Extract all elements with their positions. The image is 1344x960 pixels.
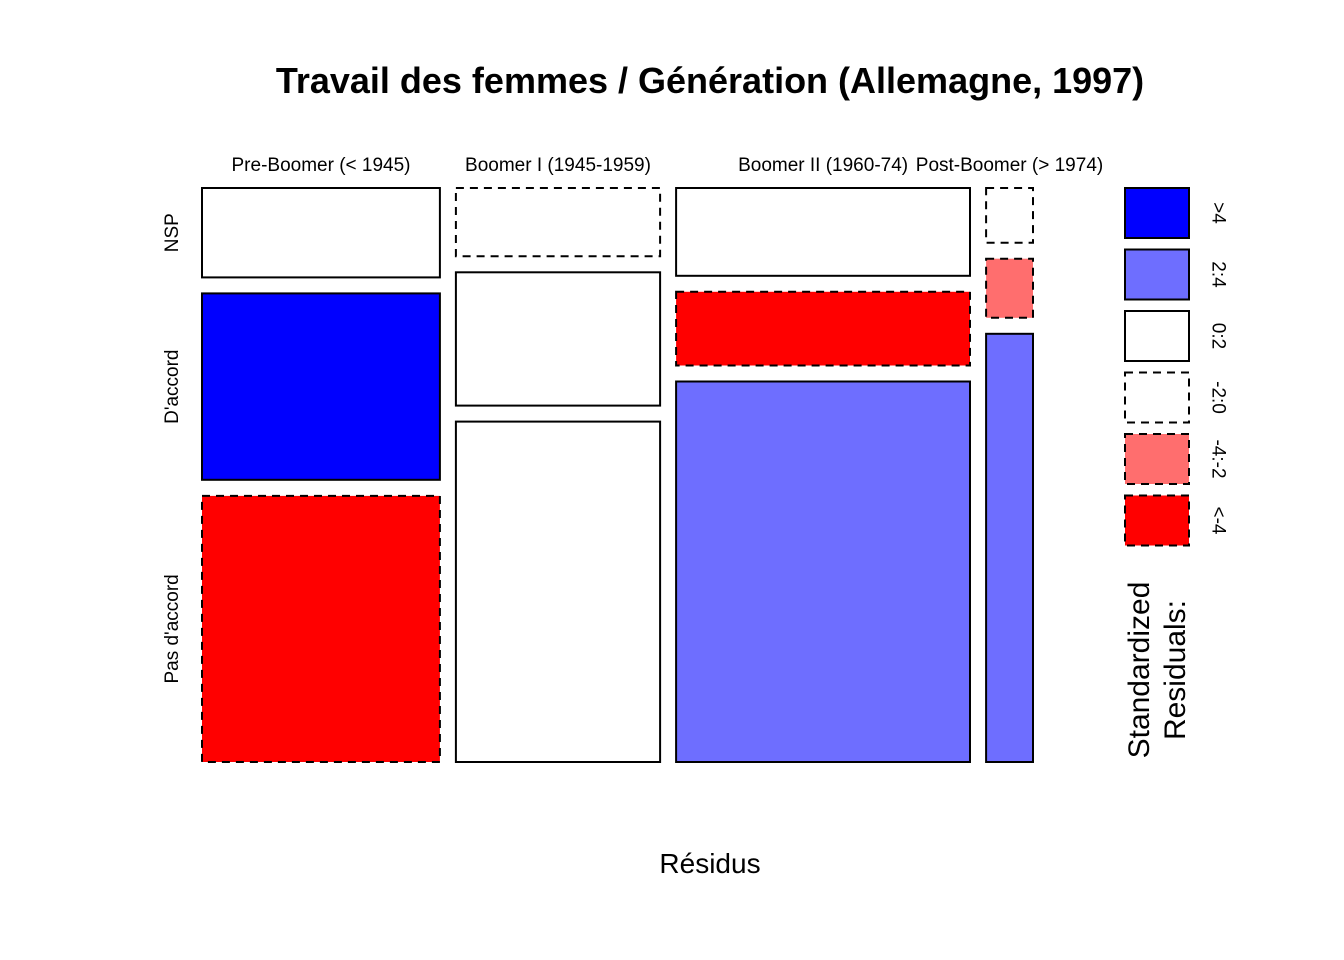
x-axis-label: Résidus xyxy=(659,848,760,879)
mosaic-cell-boomer-ii-1960-74-nsp xyxy=(675,187,971,277)
legend-swatch-2-0 xyxy=(1124,371,1190,424)
legend-title-line: Residuals: xyxy=(1159,600,1192,740)
legend-swatch-2-4 xyxy=(1124,248,1190,301)
mosaic-cell-pre-boomer-1945-pas-d-accord xyxy=(201,494,441,763)
row-label-d-accord: D'accord xyxy=(162,350,183,424)
legend: >4 2:4 0:2 -2:0 -4:-2 <-4 Standardized Residual… xyxy=(1123,187,1229,759)
mosaic-cell-boomer-i-1945-1959-d-accord xyxy=(454,271,662,407)
row-labels: NSP D'accord Pas d'accord xyxy=(162,213,183,683)
column-label-boomer-ii-1960-74: Boomer II (1960-74) xyxy=(738,155,908,176)
legend-label: -4:-2 xyxy=(1208,439,1229,478)
column-label-boomer-i-1945-1959: Boomer I (1945-1959) xyxy=(465,155,651,176)
legend-label: <-4 xyxy=(1208,507,1229,535)
legend-label: >4 xyxy=(1208,202,1229,224)
mosaic-cell-post-boomer-1974-nsp xyxy=(985,187,1034,244)
column-label-post-boomer-1974: Post-Boomer (> 1974) xyxy=(916,155,1103,176)
mosaic-cell-boomer-ii-1960-74-d-accord xyxy=(675,290,971,367)
legend-swatch-0-2 xyxy=(1124,310,1190,362)
legend-label: 2:4 xyxy=(1208,261,1229,288)
mosaic-cell-post-boomer-1974-d-accord xyxy=(985,257,1034,319)
row-label-nsp: NSP xyxy=(162,213,183,252)
legend-label: 0:2 xyxy=(1208,323,1229,349)
mosaic-cells xyxy=(201,187,1034,763)
mosaic-cell-post-boomer-1974-pas-d-accord xyxy=(985,332,1034,763)
mosaic-cell-pre-boomer-1945-d-accord xyxy=(201,292,441,481)
legend-swatch-4 xyxy=(1124,494,1190,547)
mosaic-cell-boomer-i-1945-1959-pas-d-accord xyxy=(454,420,662,763)
chart-title: Travail des femmes / Génération (Allemag… xyxy=(276,60,1144,101)
column-labels: Pre-Boomer (< 1945) Boomer I (1945-1959) B… xyxy=(232,155,1104,176)
legend-swatch-4 xyxy=(1124,187,1190,239)
mosaic-cell-boomer-i-1945-1959-nsp xyxy=(454,187,662,258)
legend-label: -2:0 xyxy=(1208,381,1229,414)
column-label-pre-boomer-1945: Pre-Boomer (< 1945) xyxy=(232,155,411,176)
row-label-pas-d-accord: Pas d'accord xyxy=(162,574,183,683)
legend-swatch-4-2 xyxy=(1124,433,1190,485)
mosaic-cell-pre-boomer-1945-nsp xyxy=(201,187,441,279)
legend-title-line: Standardized xyxy=(1123,582,1156,759)
mosaic-cell-boomer-ii-1960-74-pas-d-accord xyxy=(675,380,971,763)
